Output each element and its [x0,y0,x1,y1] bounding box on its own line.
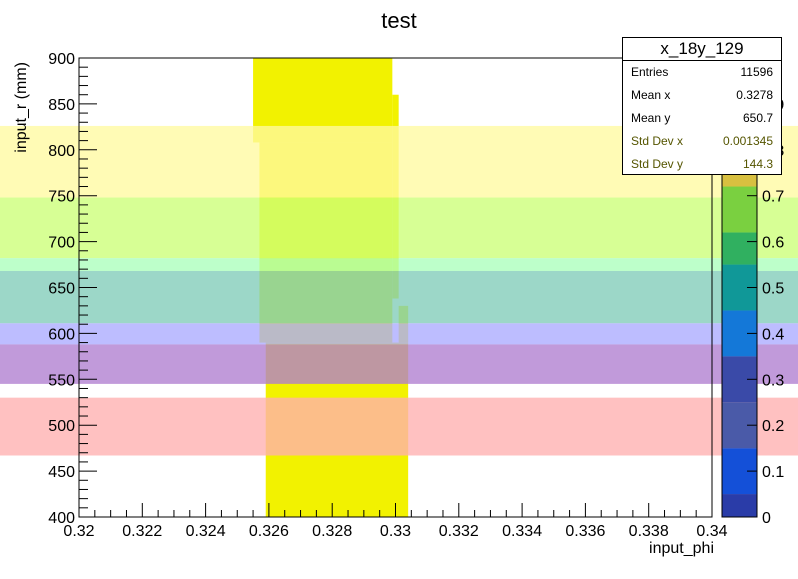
y-axis: 400 450 500 550 600 650 700 750 800 850 900 [48,51,97,527]
stats-box: x_18y_129 Entries 11596 Mean x 0.3278 Mean y… [622,37,782,175]
y-tick-label: 800 [48,143,75,160]
x-axis-label: input_phi [649,540,714,557]
palette-segment [722,232,757,265]
stats-title: x_18y_129 [623,38,781,61]
overlay-band-1 [0,197,798,259]
x-tick-label: 0.324 [186,523,226,540]
overlay-bands [0,125,798,456]
y-tick-label: 400 [48,510,75,527]
x-tick-label: 0.338 [629,523,669,540]
stats-label: Std Dev y [631,156,684,171]
x-tick-label: 0.326 [249,523,289,540]
chart-title: test [381,8,416,33]
x-tick-label: 0.322 [122,523,162,540]
palette-tick-label: 0.2 [762,418,784,435]
x-tick-label: 0.336 [565,523,605,540]
stats-value: 0.3278 [736,88,773,103]
palette-tick-label: 0.7 [762,189,784,206]
stats-label: Mean y [631,110,671,125]
palette-segment [722,186,757,233]
y-tick-label: 900 [48,51,75,68]
y-axis-label: input_r (mm) [13,62,30,153]
x-tick-label: 0.34 [696,523,727,540]
x-tick-label: 0.332 [439,523,479,540]
stats-label: Mean x [631,88,671,103]
stats-row: Mean y 650.7 [623,107,781,130]
stats-row: Entries 11596 [623,61,781,84]
y-tick-label: 650 [48,281,75,298]
overlay-band-2 [0,258,798,271]
overlay-band-5 [0,344,798,384]
stats-value: 144.3 [742,156,773,171]
palette-tick-label: 0.1 [762,464,784,481]
y-tick-label: 750 [48,189,75,206]
palette-tick-label: 0.3 [762,372,784,389]
x-axis: 0.32 0.322 0.324 0.326 0.328 0.33 0.332 0.334 0.… [63,503,728,540]
stats-value: 650.7 [742,110,773,125]
y-tick-label: 550 [48,372,75,389]
y-tick-label: 600 [48,326,75,343]
palette-tick-label: 0.4 [762,326,784,343]
stats-label: Std Dev x [631,133,684,148]
overlay-band-6 [0,397,798,456]
stats-value: 11596 [740,65,773,80]
stats-row: Mean x 0.3278 [623,84,781,107]
x-tick-label: 0.32 [63,523,94,540]
overlay-band-3 [0,270,798,324]
palette-tick-label: 0.5 [762,281,784,298]
overlay-band-4 [0,323,798,345]
stats-rows: Entries 11596 Mean x 0.3278 Mean y 650.7 Std D… [623,61,781,175]
palette-segment [722,494,757,517]
palette-tick-label: 0 [762,510,771,527]
y-tick-label: 450 [48,464,75,481]
x-tick-label: 0.334 [502,523,542,540]
y-tick-label: 850 [48,97,75,114]
palette-tick-label: 0.6 [762,235,784,252]
x-tick-label: 0.328 [312,523,352,540]
stats-label: Entries [631,65,669,80]
stats-row: Std Dev y 144.3 [623,152,781,175]
y-tick-label: 500 [48,418,75,435]
x-tick-label: 0.33 [380,523,411,540]
stats-value: 0.001345 [722,133,773,148]
y-tick-label: 700 [48,235,75,252]
stats-row: Std Dev x 0.001345 [623,129,781,152]
